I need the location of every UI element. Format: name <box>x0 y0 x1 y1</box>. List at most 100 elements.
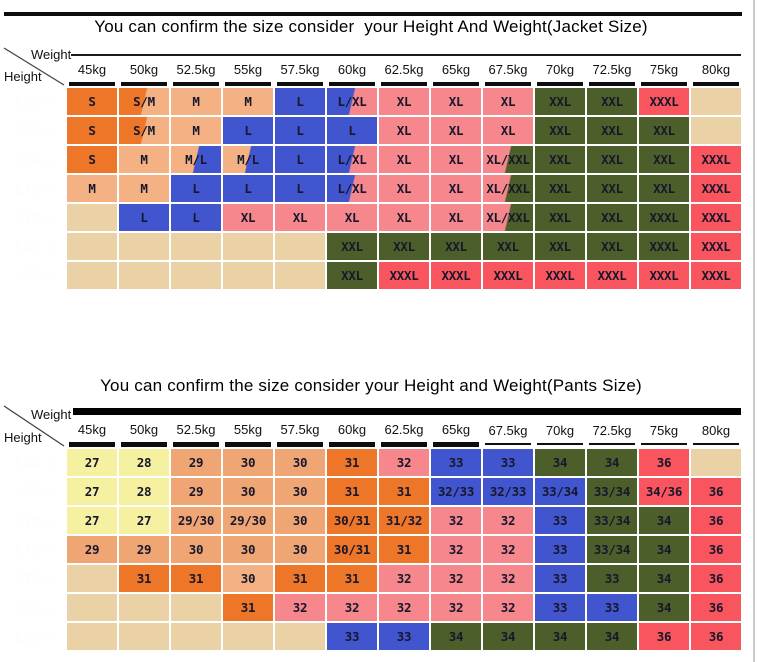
size-cell: 30/31 <box>327 507 377 534</box>
weight-column-header: 57.5kg <box>275 46 325 86</box>
size-cell: 31 <box>327 449 377 476</box>
jacket-chart-title: You can confirm the size consider your H… <box>94 17 648 36</box>
size-grid: 160 cm S S/M M M L L/XL XL XL XL XXL XXL XXXL 165 cm S S/… <box>3 88 741 289</box>
weight-header-underline <box>589 443 635 445</box>
table-header-row: 45kg 50kg 52.5kg 55kg 57.5kg 60kg 62.5kg 65kg 67… <box>3 404 741 447</box>
size-cell: 29/30 <box>223 507 273 534</box>
weight-header-underline <box>589 82 635 86</box>
empty-cell <box>275 262 325 289</box>
size-cell: 27 <box>67 478 117 505</box>
height-unit: cm <box>42 126 55 138</box>
size-cell: 34 <box>535 449 585 476</box>
height-unit: cm <box>42 213 55 225</box>
size-cell: 31 <box>379 478 429 505</box>
size-cell: 34 <box>431 623 481 650</box>
height-value: 185 <box>13 266 42 285</box>
weight-header-underline <box>329 82 375 86</box>
size-cell: 34/36 <box>639 478 689 505</box>
size-cell: XXL <box>587 88 637 115</box>
size-cell: XL <box>483 117 533 144</box>
size-cell: 30 <box>223 478 273 505</box>
size-cell: XXXL <box>639 88 689 115</box>
size-cell: 29 <box>171 449 221 476</box>
corner-weight-label: Weight <box>31 407 72 422</box>
weight-header-underline <box>485 82 531 86</box>
weight-column-header: 62.5kg <box>379 46 429 86</box>
size-cell: S <box>67 117 117 144</box>
size-cell: XXXL <box>639 233 689 260</box>
weight-label: 55kg <box>233 422 263 437</box>
weight-column-header: 50kg <box>119 404 169 447</box>
empty-cell <box>119 233 169 260</box>
size-cell: XL <box>275 204 325 231</box>
size-cell: XXXL <box>483 262 533 289</box>
size-cell: 31/32 <box>379 507 429 534</box>
size-cell: 32/33 <box>431 478 481 505</box>
size-cell: L/XL <box>327 88 377 115</box>
size-cell: 31 <box>223 594 273 621</box>
weight-column-header: 75kg <box>639 46 689 86</box>
weight-column-header: 80kg <box>691 46 741 86</box>
size-cell: 34 <box>639 594 689 621</box>
height-value: 170 <box>13 150 42 169</box>
corner-height-label: Height <box>4 69 42 84</box>
empty-cell <box>119 623 169 650</box>
size-cell: 33/34 <box>587 507 637 534</box>
weight-header-underline <box>537 443 583 445</box>
size-cell: XL <box>431 117 481 144</box>
weight-label: 72.5kg <box>592 62 632 77</box>
weight-column-header: 50kg <box>119 46 169 86</box>
size-cell: 29 <box>67 536 117 563</box>
size-cell: 30/31 <box>327 536 377 563</box>
size-cell: 33 <box>379 623 429 650</box>
size-cell: 32 <box>431 594 481 621</box>
size-cell: 34 <box>535 623 585 650</box>
size-cell: 36 <box>691 478 741 505</box>
size-cell: 28 <box>119 478 169 505</box>
empty-cell <box>67 623 117 650</box>
height-value: 175 <box>13 540 42 559</box>
size-cell: XL <box>431 204 481 231</box>
size-cell: 36 <box>691 507 741 534</box>
weight-label: 45kg <box>77 422 107 437</box>
size-cell: XXXL <box>691 175 741 202</box>
weight-column-header: 67.5kg <box>483 46 533 86</box>
empty-cell <box>171 262 221 289</box>
size-cell: XXXL <box>691 233 741 260</box>
size-cell: 31 <box>327 565 377 592</box>
height-unit: cm <box>42 632 55 644</box>
height-value: 170 <box>13 511 42 530</box>
weight-label: 50kg <box>129 422 159 437</box>
weight-header-underline <box>225 82 271 86</box>
size-cell: 33 <box>483 449 533 476</box>
weight-label: 60kg <box>337 62 367 77</box>
size-cell: XXXL <box>587 262 637 289</box>
size-cell: L <box>275 146 325 173</box>
weight-column-header: 72.5kg <box>587 46 637 86</box>
top-divider-line <box>4 12 742 16</box>
weight-label: 60kg <box>337 422 367 437</box>
empty-cell <box>223 623 273 650</box>
size-cell: XL <box>379 204 429 231</box>
corner-height-label: Height <box>4 430 42 445</box>
height-row-header: 160 cm <box>3 449 65 476</box>
weight-label: 67.5kg <box>488 62 528 77</box>
weight-label: 57.5kg <box>280 62 320 77</box>
size-cell: 36 <box>691 594 741 621</box>
size-cell: 32 <box>483 594 533 621</box>
height-unit: cm <box>42 271 55 283</box>
empty-cell <box>275 623 325 650</box>
size-cell: XL/XXL <box>483 175 533 202</box>
size-cell: 29 <box>119 536 169 563</box>
height-unit: cm <box>42 242 55 254</box>
corner-weight-label: Weight <box>31 47 72 62</box>
size-cell: XXXL <box>691 204 741 231</box>
size-cell: L <box>327 117 377 144</box>
size-cell: M <box>171 88 221 115</box>
size-cell: XXL <box>639 117 689 144</box>
height-row-header: 178 cm <box>3 565 65 592</box>
height-value: 175 <box>13 179 42 198</box>
weight-label: 80kg <box>701 423 731 438</box>
height-unit: cm <box>42 184 55 196</box>
weight-column-header: 52.5kg <box>171 404 221 447</box>
